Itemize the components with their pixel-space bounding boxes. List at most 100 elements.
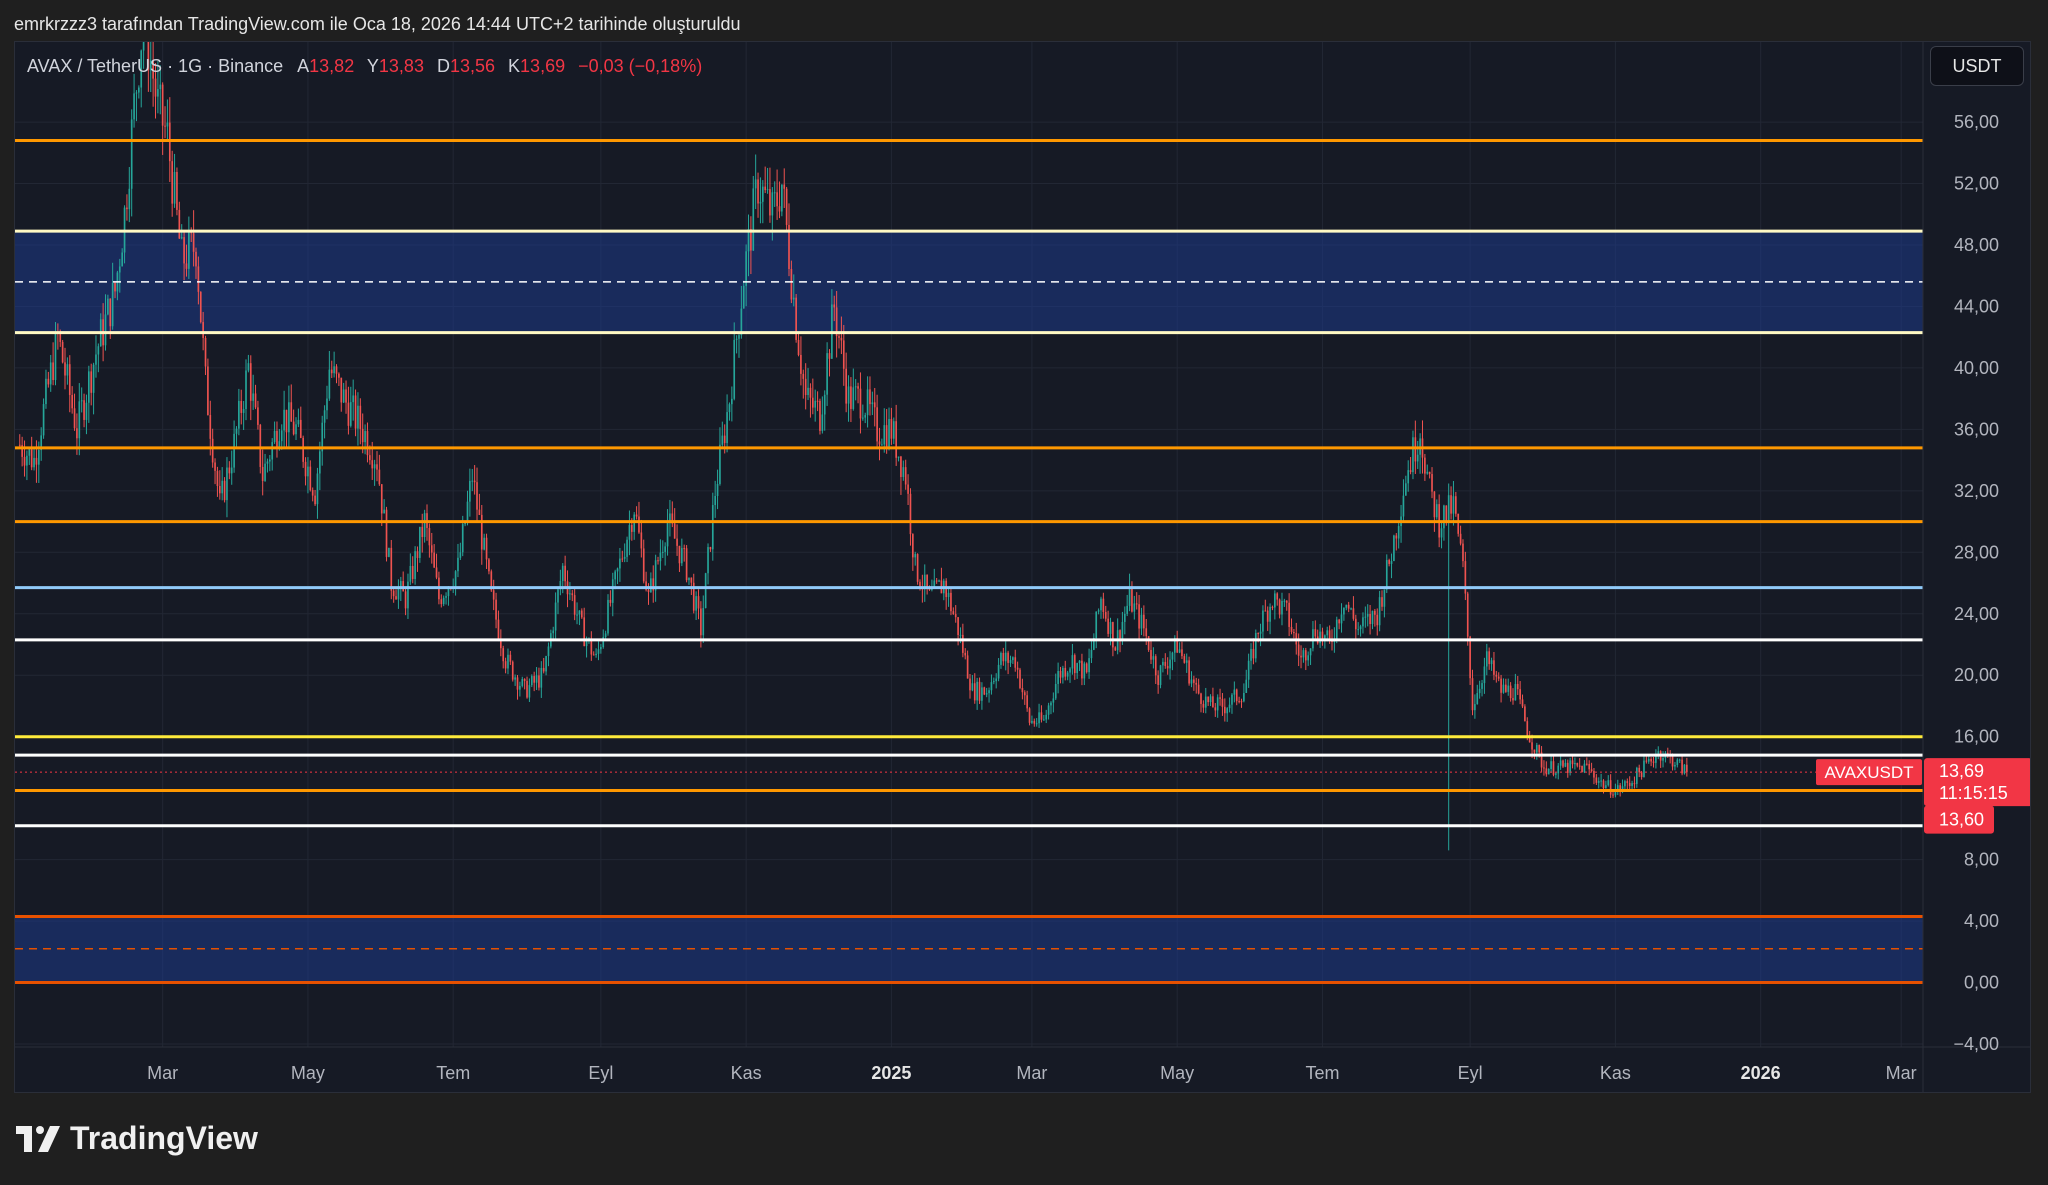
candle-body xyxy=(114,282,116,292)
candle-body xyxy=(873,402,876,408)
legend-open-label: A xyxy=(297,56,310,76)
last-price-badge[interactable] xyxy=(1924,758,2031,807)
candle-body xyxy=(1314,629,1317,637)
candle-body xyxy=(933,580,936,589)
candle-body xyxy=(1107,618,1109,634)
symbol-legend: AVAX / TetherUS · 1G · Binance A13,82 Y1… xyxy=(27,56,702,77)
candle-body xyxy=(1528,735,1531,743)
candle-body xyxy=(1662,757,1664,761)
candle-body xyxy=(1616,785,1619,791)
candle-body xyxy=(280,430,283,442)
candle-body xyxy=(359,405,362,429)
candle-body xyxy=(1385,560,1388,590)
candle-body xyxy=(626,539,628,557)
low-price-label: 13,60 xyxy=(1939,810,1984,830)
candle-body xyxy=(890,419,893,439)
candle-body xyxy=(600,647,602,650)
candle-body xyxy=(369,455,371,461)
candle-body xyxy=(521,679,524,686)
candle-body xyxy=(850,386,852,409)
candle-body xyxy=(1397,526,1400,539)
candle-body xyxy=(1090,649,1093,659)
candle-body xyxy=(1097,610,1100,612)
candle-body xyxy=(1200,693,1202,704)
legend-symbol[interactable]: AVAX / TetherUS · 1G · Binance xyxy=(27,56,284,76)
legend-high-label: Y xyxy=(366,56,379,76)
low-price-badge[interactable] xyxy=(1924,805,1994,834)
candle-body xyxy=(1343,607,1345,615)
y-tick-label: 56,00 xyxy=(1954,112,1999,132)
candle-body xyxy=(1181,649,1183,657)
candle-body xyxy=(1171,652,1174,660)
candle-body xyxy=(1162,661,1164,666)
candle-body xyxy=(716,483,719,497)
candle-body xyxy=(335,366,338,374)
candle-body xyxy=(35,457,38,465)
candle-body xyxy=(1123,613,1126,622)
candle-body xyxy=(1509,685,1512,699)
candle-body xyxy=(1154,656,1157,676)
candle-body xyxy=(502,648,505,662)
candle-body xyxy=(28,449,31,456)
candle-body xyxy=(1666,752,1669,755)
candle-body xyxy=(285,409,288,433)
candle-body xyxy=(173,171,176,204)
candle-body xyxy=(1250,648,1252,661)
candle-body xyxy=(1219,697,1221,699)
candle-body xyxy=(61,341,64,363)
candle-body xyxy=(1378,597,1381,626)
symbol-badge[interactable] xyxy=(1816,759,1922,786)
candle-body xyxy=(788,224,790,270)
candle-body xyxy=(1512,698,1514,701)
candle-body xyxy=(854,386,857,388)
chart-panel[interactable]: 56,00 52,00 48,00 44,00 40,00 36,00 32,00 28,00… xyxy=(14,41,2031,1093)
candle-body xyxy=(616,568,619,572)
candle-body xyxy=(1014,657,1017,668)
candle-body xyxy=(1502,684,1505,693)
legend-open: 13,82 xyxy=(309,56,355,76)
candle-body xyxy=(1366,613,1369,617)
candle-body xyxy=(1505,684,1507,692)
candle-body xyxy=(314,495,316,505)
candle-body xyxy=(764,186,767,191)
candle-body xyxy=(778,206,781,212)
candle-body xyxy=(981,687,983,701)
candle-body xyxy=(1605,785,1607,789)
candle-body xyxy=(478,509,481,515)
candle-body xyxy=(540,667,543,688)
candle-body xyxy=(1495,674,1498,677)
candle-body xyxy=(1576,763,1579,766)
candle-body xyxy=(354,395,357,429)
candle-body xyxy=(1545,768,1548,775)
candle-body xyxy=(1183,656,1186,663)
candle-body xyxy=(90,371,93,393)
candle-body xyxy=(1476,693,1479,705)
candle-body xyxy=(349,402,352,426)
currency-button[interactable]: USDT xyxy=(1930,46,2024,86)
candle-body xyxy=(497,619,500,640)
tradingview-logo[interactable]: TradingView xyxy=(16,1120,258,1157)
candle-body xyxy=(1228,704,1231,709)
candle-body xyxy=(26,455,28,466)
candle-body xyxy=(464,522,466,525)
candle-body xyxy=(142,42,145,51)
candle-body xyxy=(326,398,328,411)
candle-body xyxy=(1531,742,1533,750)
candle-body xyxy=(1309,648,1312,656)
candle-body xyxy=(1624,781,1626,787)
candle-body xyxy=(76,428,78,439)
candle-body xyxy=(1381,597,1383,607)
candle-body xyxy=(428,527,431,546)
candle-body xyxy=(1050,702,1052,706)
candlestick-chart[interactable]: 56,00 52,00 48,00 44,00 40,00 36,00 32,00 28,00… xyxy=(15,42,2031,1093)
candle-body xyxy=(645,581,647,590)
candle-body xyxy=(781,184,783,212)
candle-body xyxy=(1681,759,1683,774)
candle-body xyxy=(264,463,266,481)
candle-body xyxy=(1047,705,1050,715)
candle-body xyxy=(559,580,562,590)
candle-body xyxy=(969,678,971,691)
candle-body xyxy=(373,464,376,469)
candle-body xyxy=(1488,651,1491,665)
candle-body xyxy=(1276,593,1279,600)
